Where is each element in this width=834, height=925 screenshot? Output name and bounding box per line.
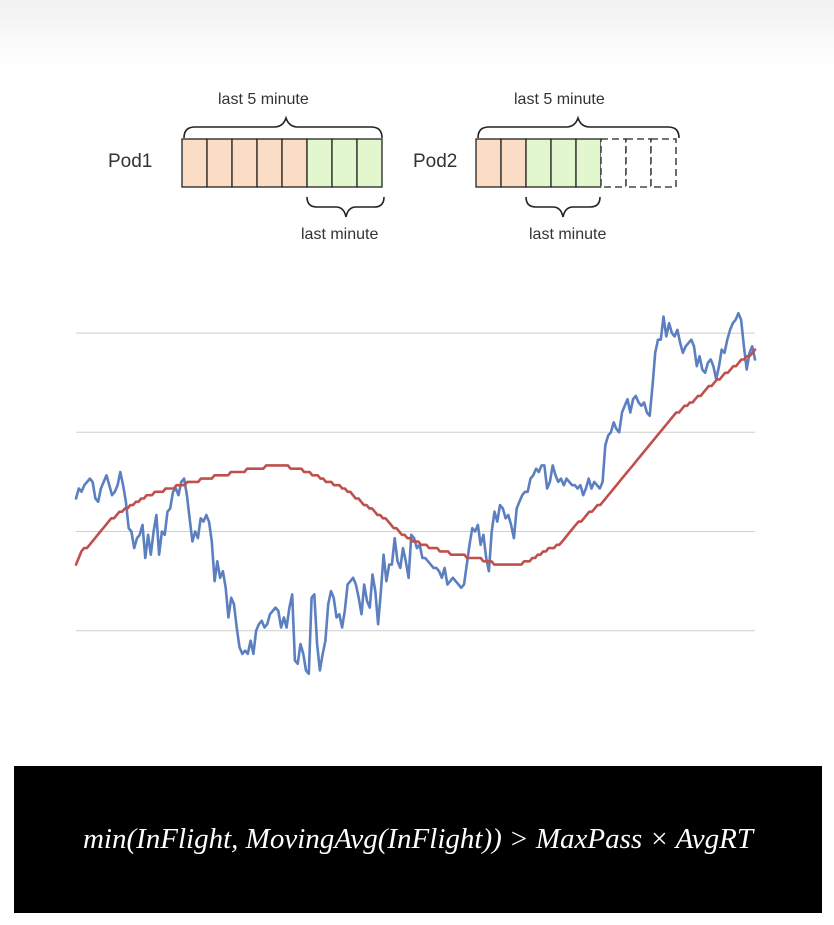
pod1-cell-recent — [356, 138, 383, 188]
pod1-top-brace-label: last 5 minute — [218, 91, 309, 108]
pod2-cell-empty — [625, 138, 652, 188]
pod2-bottom-brace — [525, 196, 601, 218]
top-shade — [0, 0, 834, 66]
pod2-window-cells — [475, 138, 677, 188]
pod1-cell-past — [231, 138, 258, 188]
pod1-bottom-brace-label: last minute — [301, 226, 379, 243]
pod1-cell-recent — [306, 138, 333, 188]
pod1-cell-past — [256, 138, 283, 188]
pod1-label: Pod1 — [108, 151, 153, 172]
inflight-series-line — [74, 311, 757, 676]
pod1-window-cells — [181, 138, 383, 188]
formula-text: min(InFlight, MovingAvg(InFlight)) > Max… — [82, 823, 754, 855]
pod1-cell-past — [206, 138, 233, 188]
pod2-top-brace-label: last 5 minute — [514, 91, 605, 108]
pod1-cell-past — [281, 138, 308, 188]
pod1-cell-past — [181, 138, 208, 188]
pod1-top-brace — [183, 115, 383, 139]
pod2-label: Pod2 — [413, 151, 458, 172]
pod2-cell-past — [500, 138, 527, 188]
moving-average-series-line — [74, 348, 757, 566]
pod1-cell-recent — [331, 138, 358, 188]
moving-average-chart — [74, 311, 757, 676]
pod1-bottom-brace — [306, 196, 385, 218]
window-diagram — [181, 115, 680, 218]
pod2-top-brace — [477, 115, 680, 139]
pod2-cell-empty — [600, 138, 627, 188]
chart-gridlines — [76, 332, 755, 632]
pod2-bottom-brace-label: last minute — [529, 226, 607, 243]
pod2-cell-recent — [525, 138, 552, 188]
formula-panel: min(InFlight, MovingAvg(InFlight)) > Max… — [14, 766, 822, 913]
pod2-cell-recent — [550, 138, 577, 188]
pod2-cell-empty — [650, 138, 677, 188]
chart-series — [74, 311, 757, 676]
pod2-cell-recent — [575, 138, 602, 188]
pod2-cell-past — [475, 138, 502, 188]
